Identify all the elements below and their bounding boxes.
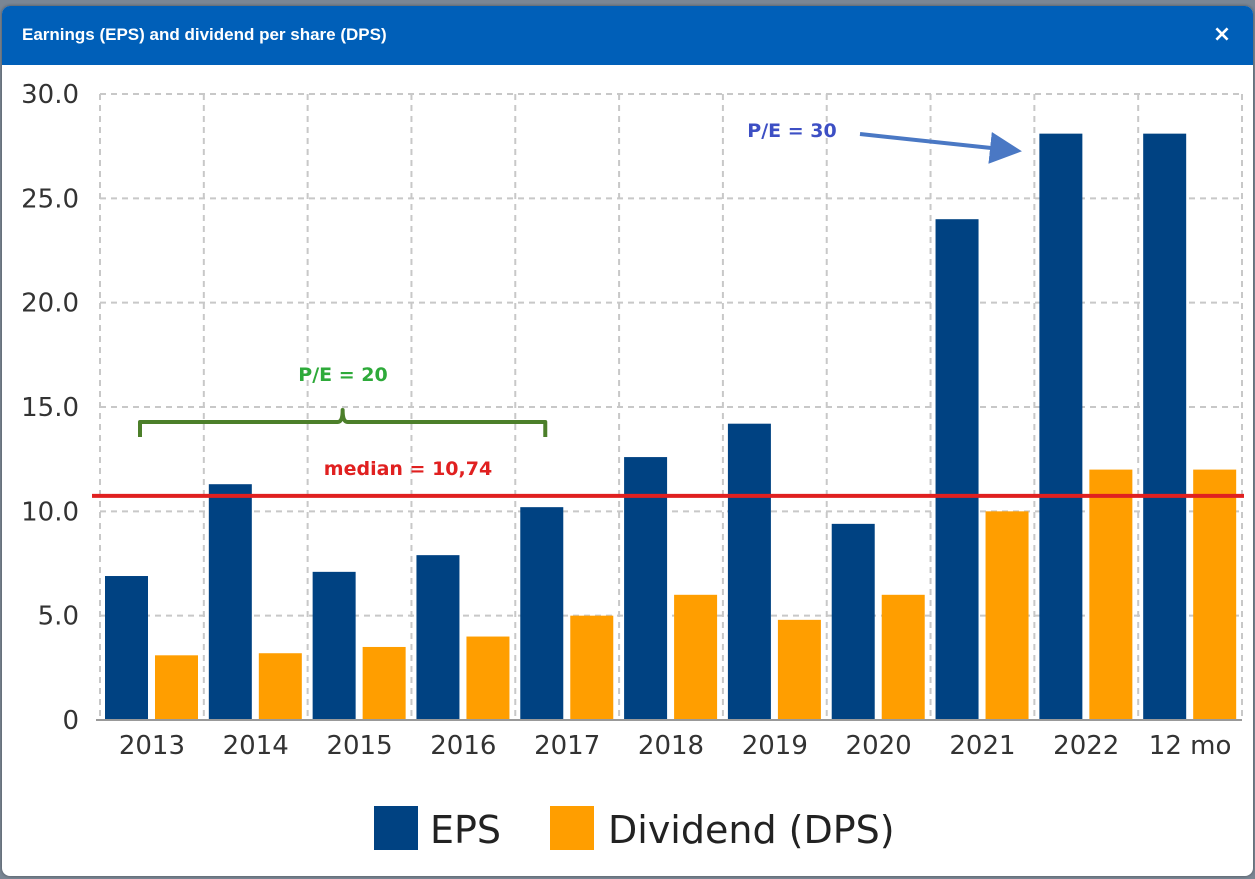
x-tick-label: 2014: [223, 731, 289, 761]
eps-bar: [935, 219, 979, 720]
y-tick-label: 0: [62, 706, 79, 736]
close-icon[interactable]: ×: [1212, 22, 1232, 47]
x-tick-label: 2015: [326, 731, 392, 761]
eps-bar: [105, 576, 148, 720]
legend-label-eps: EPS: [430, 808, 501, 852]
dividend-bar: [570, 615, 614, 720]
dividend-bar: [777, 619, 821, 720]
eps-bar: [727, 423, 771, 720]
x-tick-label: 2020: [846, 731, 912, 761]
x-tick-label: 2013: [119, 731, 185, 761]
eps-bar: [1039, 133, 1083, 720]
y-tick-label: 30.0: [21, 80, 79, 110]
pe-20-bracket: [138, 408, 548, 437]
eps-dps-chart: 0 5.0 10.0 15.0 20.0 25.0 30.0 2013 2014 2015 2016…: [21, 80, 1244, 852]
y-tick-label: 5.0: [38, 602, 79, 632]
y-tick-label: 15.0: [21, 393, 79, 423]
dividend-bar: [466, 636, 510, 720]
dividend-bar: [881, 594, 925, 720]
y-tick-label: 10.0: [21, 497, 79, 527]
eps-bar: [624, 457, 668, 720]
dividend-bar: [1193, 469, 1237, 720]
dialog-title: Earnings (EPS) and dividend per share (D…: [22, 25, 387, 44]
eps-bar: [1143, 133, 1187, 720]
dividend-bar: [362, 646, 406, 720]
x-tick-label: 2018: [638, 731, 704, 761]
legend-swatch-eps: [374, 806, 418, 850]
pe-20-label: P/E = 20: [298, 364, 387, 386]
x-tick-label: 2021: [949, 731, 1015, 761]
dividend-bar: [258, 653, 302, 720]
x-tick-label: 2022: [1053, 731, 1119, 761]
median-label: median = 10,74: [324, 458, 492, 480]
eps-bar: [312, 571, 356, 720]
eps-bar: [208, 484, 252, 720]
pe-30-label: P/E = 30: [747, 120, 836, 142]
chart-dialog: Earnings (EPS) and dividend per share (D…: [2, 6, 1253, 876]
x-tick-label: 12 mo: [1149, 731, 1232, 761]
dividend-bar: [155, 655, 198, 720]
dialog-header: Earnings (EPS) and dividend per share (D…: [2, 6, 1253, 65]
y-tick-label: 20.0: [21, 289, 79, 319]
eps-bar: [831, 523, 875, 720]
legend-label-dividend: Dividend (DPS): [608, 808, 895, 852]
eps-bar: [416, 555, 460, 720]
legend-swatch-dividend: [550, 806, 594, 850]
x-tick-label: 2017: [534, 731, 600, 761]
dividend-bar: [1089, 469, 1133, 720]
dividend-bar: [985, 511, 1029, 720]
pe-30-arrow: [859, 131, 1022, 164]
x-tick-label: 2016: [430, 731, 496, 761]
x-tick-label: 2019: [742, 731, 808, 761]
eps-bar: [520, 507, 564, 720]
dividend-bar: [674, 594, 718, 720]
y-tick-label: 25.0: [21, 184, 79, 214]
